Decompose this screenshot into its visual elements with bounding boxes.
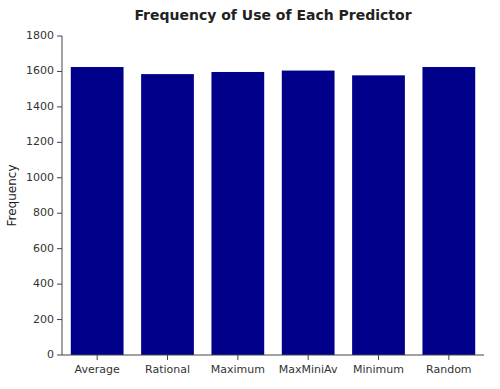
x-tick-label: Minimum — [353, 363, 404, 376]
bars — [71, 67, 475, 355]
bar — [282, 71, 335, 355]
y-tick-label: 800 — [33, 206, 54, 219]
y-tick-label: 1200 — [26, 135, 54, 148]
y-tick — [57, 355, 62, 356]
y-tick-label: 1600 — [26, 64, 54, 77]
y-axis-line — [62, 36, 63, 355]
x-tick-label: Rational — [145, 363, 190, 376]
y-tick-label: 1000 — [26, 171, 54, 184]
x-axis-line — [62, 355, 484, 356]
chart-title: Frequency of Use of Each Predictor — [134, 7, 411, 23]
bar — [211, 72, 264, 355]
axes: 0 200 400 600 800 1000 1200 1400 1600 1800 Average… — [26, 29, 484, 376]
y-tick-label: 0 — [47, 348, 54, 361]
y-tick — [57, 177, 62, 178]
y-tick-label: 200 — [33, 313, 54, 326]
x-tick — [167, 355, 168, 360]
y-tick-label: 1400 — [26, 100, 54, 113]
y-tick — [57, 213, 62, 214]
y-tick — [57, 36, 62, 37]
y-tick-label: 1800 — [26, 29, 54, 42]
chart-svg: 0 200 400 600 800 1000 1200 1400 1600 1800 Average… — [0, 0, 500, 389]
x-tick — [378, 355, 379, 360]
x-tick — [448, 355, 449, 360]
chart-container: 0 200 400 600 800 1000 1200 1400 1600 1800 Average… — [0, 0, 500, 389]
y-tick — [57, 106, 62, 107]
y-axis-label: Frequency — [5, 165, 19, 227]
bar — [141, 74, 194, 355]
page: {"chart_data": {"type": "bar", "title": … — [0, 0, 500, 389]
bar — [71, 67, 124, 355]
x-tick-label: MaxMiniAv — [279, 363, 338, 376]
bar — [352, 75, 405, 355]
x-tick-label: Average — [75, 363, 120, 376]
x-tick-label: Maximum — [211, 363, 265, 376]
y-tick-label: 600 — [33, 242, 54, 255]
y-tick — [57, 284, 62, 285]
x-tick — [237, 355, 238, 360]
x-tick — [97, 355, 98, 360]
y-tick — [57, 142, 62, 143]
x-tick-label: Random — [426, 363, 472, 376]
x-tick — [308, 355, 309, 360]
y-tick — [57, 319, 62, 320]
y-tick — [57, 71, 62, 72]
y-tick-label: 400 — [33, 277, 54, 290]
y-tick — [57, 248, 62, 249]
bar — [422, 67, 475, 355]
